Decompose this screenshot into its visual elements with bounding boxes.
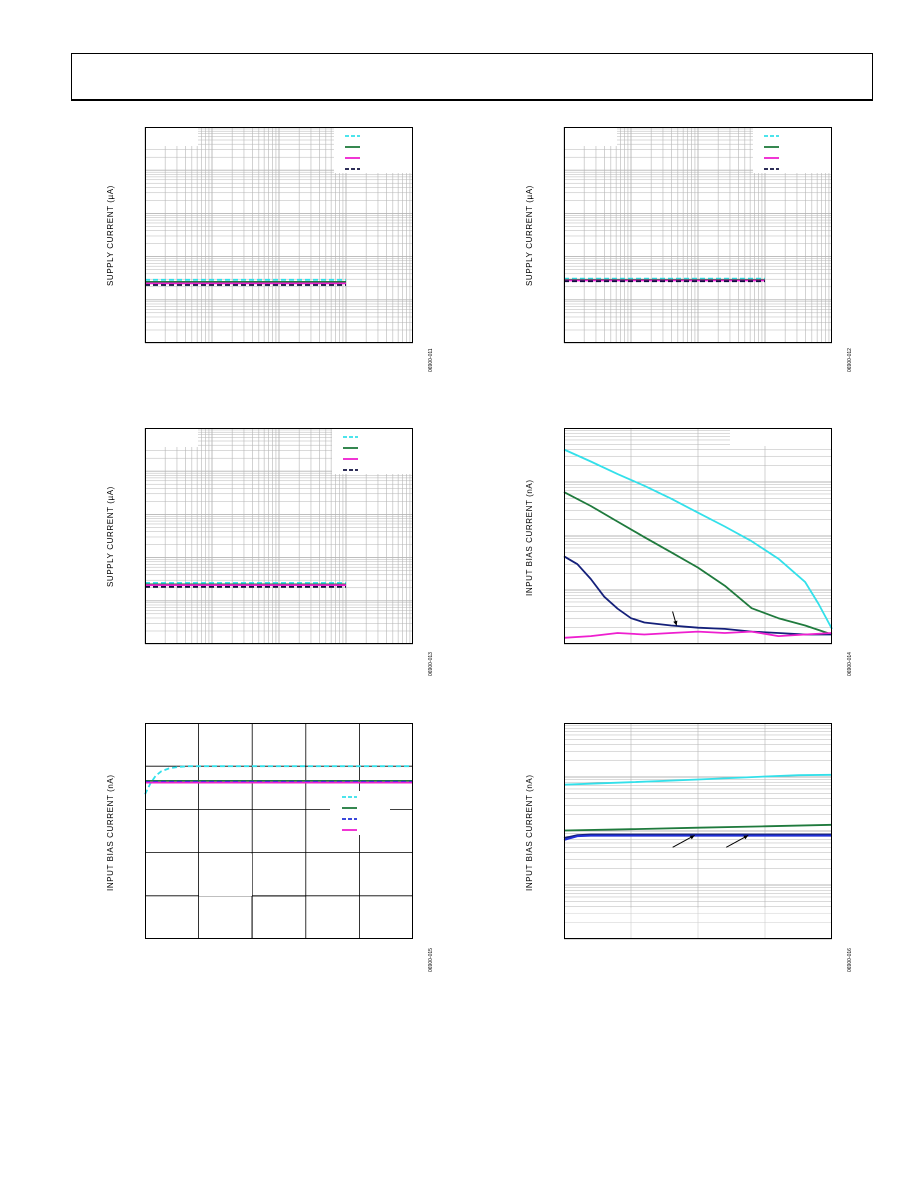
figure-code: 06900-015 — [428, 948, 434, 972]
series-line-green — [563, 823, 833, 832]
plot-frame — [145, 723, 413, 939]
series-group — [145, 581, 346, 588]
figure-code: 06900-011 — [428, 348, 434, 372]
grid-lines — [564, 428, 832, 645]
grid-mask — [564, 127, 617, 146]
plot-frame — [564, 723, 832, 939]
series-line-navy — [563, 833, 832, 839]
annotation-arrow — [726, 834, 749, 848]
arrow-head — [743, 835, 749, 840]
arrow-head — [673, 620, 678, 626]
y-axis-label: INPUT BIAS CURRENT (nA) — [106, 774, 115, 891]
chart-plot-area — [563, 428, 833, 645]
series-group — [563, 448, 833, 639]
annotation-arrow — [672, 834, 695, 848]
legend-box — [334, 127, 413, 173]
grid-mask — [564, 908, 832, 939]
chart-plot-area — [144, 723, 413, 939]
chart-plot-area — [144, 127, 413, 344]
page-header-box — [71, 53, 873, 101]
plot-frame — [145, 127, 413, 343]
series-group — [563, 773, 833, 841]
y-axis-label: SUPPLY CURRENT (µA) — [106, 185, 115, 286]
series-group — [145, 278, 346, 286]
y-axis-label: SUPPLY CURRENT (µA) — [106, 486, 115, 587]
series-line-magenta — [563, 630, 833, 639]
y-axis-label: INPUT BIAS CURRENT (nA) — [525, 774, 534, 891]
series-line-navy — [563, 555, 832, 636]
legend — [332, 428, 413, 474]
figure-code: 06900-013 — [428, 652, 434, 676]
grid-lines — [564, 723, 832, 940]
series-line-cyan — [563, 448, 833, 630]
legend-box — [753, 127, 832, 173]
legend-box — [330, 791, 390, 835]
y-axis-label: SUPPLY CURRENT (µA) — [525, 185, 534, 286]
annotation-arrow — [672, 611, 678, 626]
arrow-head — [689, 835, 695, 840]
series-group — [564, 277, 765, 283]
series-line-blue — [563, 834, 832, 841]
chart-plot-area — [144, 428, 413, 645]
grid-lines — [144, 127, 413, 344]
plot-frame — [564, 428, 832, 644]
chart-plot-area — [563, 723, 833, 940]
series-line-cyan — [144, 765, 413, 795]
legend-box — [332, 428, 413, 474]
legend — [753, 127, 832, 173]
grid-mask — [145, 127, 198, 146]
plot-frame — [564, 127, 832, 343]
grid-mask — [145, 428, 198, 447]
legend — [334, 127, 413, 173]
plot-frame — [145, 428, 413, 644]
figure-code: 06900-012 — [847, 348, 853, 372]
chart-plot-area — [563, 127, 832, 344]
y-axis-label: INPUT BIAS CURRENT (nA) — [525, 479, 534, 596]
grid-mask — [730, 428, 832, 446]
figure-code: 06900-014 — [847, 652, 853, 676]
series-group — [144, 765, 413, 795]
figure-code: 06900-016 — [847, 948, 853, 972]
grid-mask — [199, 854, 252, 896]
series-line-cyan — [563, 773, 833, 786]
legend — [330, 791, 390, 835]
series-line-green — [563, 491, 833, 636]
